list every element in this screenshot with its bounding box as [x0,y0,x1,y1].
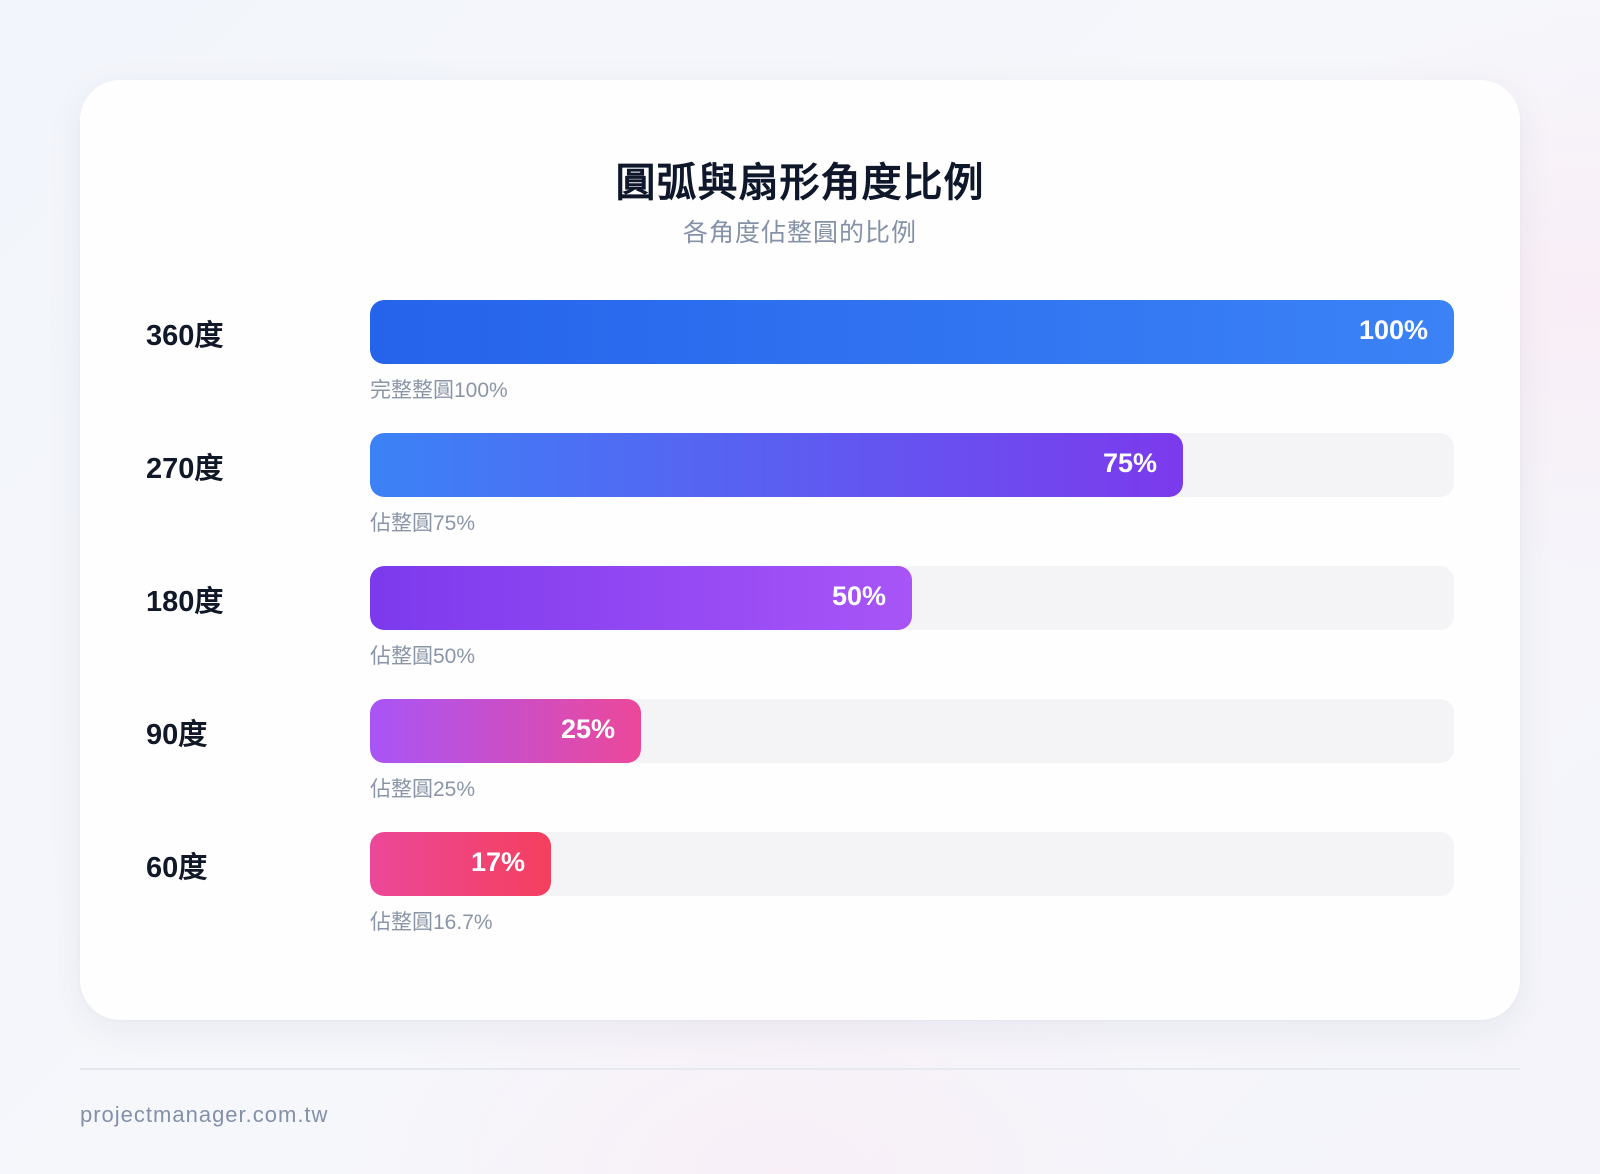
chart-subtitle: 各角度佔整圓的比例 [682,219,917,247]
bar-note: 佔整圓75% [370,512,476,535]
bar-note: 佔整圓50% [370,645,476,668]
category-label: 90度 [146,719,208,751]
value-label: 50% [831,581,886,611]
bar-rows: 360度 100% 完整整圓100% 270度 75% 佔整圓75% 180度 … [80,80,1520,1020]
bar-fill: 50% [370,566,912,630]
value-label: 17% [470,847,526,877]
bar-track: 17% [370,832,1454,896]
bar-row-90: 90度 25% 佔整圓25% [80,699,1520,809]
bar-row-60: 60度 17% 佔整圓16.7% [80,832,1520,942]
bar-fill: 100% [370,300,1454,364]
bar-track: 25% [370,699,1454,763]
category-label: 180度 [146,586,224,618]
bar-fill: 17% [370,832,552,896]
bar-track: 50% [370,566,1454,630]
value-label: 25% [560,714,615,744]
category-label: 360度 [146,320,224,352]
chart-card: 圓弧與扇形角度比例 各角度佔整圓的比例 360度 100% 完整整圓100% 2… [80,80,1520,1020]
bar-note: 佔整圓16.7% [370,911,493,934]
bar-note: 完整整圓100% [370,379,508,402]
bar-fill: 75% [370,433,1183,497]
chart-title: 圓弧與扇形角度比例 [615,161,985,205]
bar-track: 100% [370,300,1454,364]
bar-row-360: 360度 100% 完整整圓100% [80,300,1520,410]
bar-note: 佔整圓25% [370,778,476,801]
bar-fill: 25% [370,699,641,763]
footer-divider [80,1068,1520,1070]
footer-url: projectmanager.com.tw [80,1102,329,1127]
bar-row-180: 180度 50% 佔整圓50% [80,566,1520,676]
category-label: 60度 [146,852,208,884]
bar-row-270: 270度 75% 佔整圓75% [80,433,1520,543]
value-label: 75% [1102,448,1157,478]
bar-track: 75% [370,433,1454,497]
value-label: 100% [1358,315,1428,345]
category-label: 270度 [146,453,224,485]
